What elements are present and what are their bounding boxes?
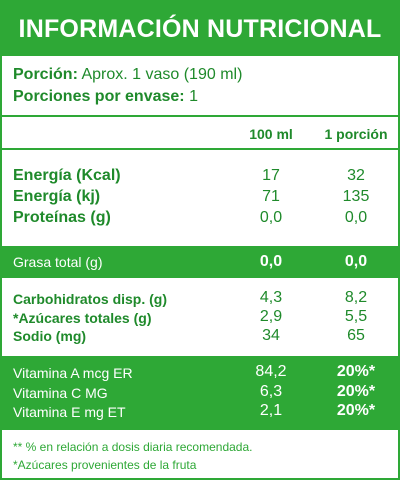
vitamin-c-100ml: 6,3 — [259, 383, 283, 400]
servings-line: Porciones por envase: 1 — [13, 88, 198, 106]
carbs-100ml: 4,3 — [259, 289, 283, 306]
fat-label: Grasa total (g) — [13, 254, 103, 270]
portion-label: Porción: — [13, 66, 78, 83]
sodium-label: Sodio (mg) — [13, 328, 87, 344]
column-header-portion: 1 porción — [324, 126, 388, 142]
servings-label: Porciones por envase: — [13, 88, 185, 105]
footnote-daily-value: ** % en relación a dosis diaria recomend… — [13, 440, 253, 454]
vitamin-e-label: Vitamina E mg ET — [13, 404, 126, 420]
sugars-portion: 5,5 — [344, 308, 368, 325]
vitamin-a-100ml: 84,2 — [255, 363, 287, 380]
column-header-100ml: 100 ml — [249, 126, 293, 142]
energy-kj-label: Energía (kj) — [13, 188, 101, 205]
protein-100ml: 0,0 — [259, 209, 283, 226]
vitamin-e-100ml: 2,1 — [259, 402, 283, 419]
divider — [2, 148, 398, 150]
sugars-100ml: 2,9 — [259, 308, 283, 325]
vitamin-e-portion: 20%* — [336, 402, 376, 419]
sugars-label: *Azúcares totales (g) — [13, 310, 152, 326]
portion-value: Aprox. 1 vaso (190 ml) — [81, 66, 243, 83]
protein-label: Proteínas (g) — [13, 209, 111, 226]
servings-value: 1 — [189, 88, 198, 105]
energy-kcal-portion: 32 — [347, 167, 365, 184]
vitamin-a-portion: 20%* — [336, 363, 376, 380]
fat-portion: 0,0 — [344, 253, 368, 270]
portion-line: Porción: Aprox. 1 vaso (190 ml) — [13, 66, 242, 84]
footnote-sugars: *Azúcares provenientes de la fruta — [13, 458, 197, 472]
sodium-portion: 65 — [347, 327, 365, 344]
energy-kj-portion: 135 — [342, 188, 370, 205]
nutrition-title: INFORMACIÓN NUTRICIONAL — [2, 2, 398, 56]
sodium-100ml: 34 — [262, 327, 280, 344]
energy-kcal-100ml: 17 — [262, 167, 280, 184]
energy-kj-100ml: 71 — [262, 188, 280, 205]
fat-row: Grasa total (g) 0,0 0,0 — [2, 246, 398, 278]
fat-100ml: 0,0 — [259, 253, 283, 270]
carbs-portion: 8,2 — [344, 289, 368, 306]
vitamin-c-portion: 20%* — [336, 383, 376, 400]
carbs-label: Carbohidratos disp. (g) — [13, 291, 167, 307]
protein-portion: 0,0 — [344, 209, 368, 226]
vitamin-block: Vitamina A mcg ER 84,2 20%* Vitamina C M… — [2, 356, 398, 430]
divider — [2, 115, 398, 117]
energy-kcal-label: Energía (Kcal) — [13, 167, 121, 184]
vitamin-c-label: Vitamina C MG — [13, 385, 108, 401]
vitamin-a-label: Vitamina A mcg ER — [13, 365, 133, 381]
